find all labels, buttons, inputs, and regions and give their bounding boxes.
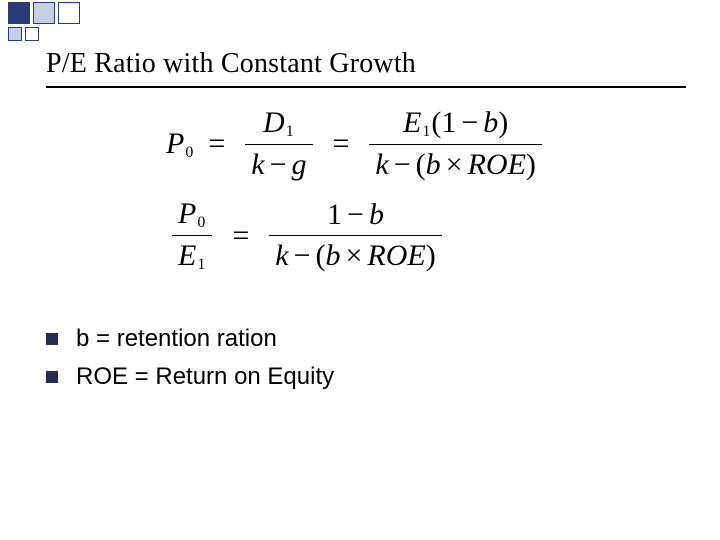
var-P2: P [178,197,196,230]
slide-body: P/E Ratio with Constant Growth P0 = D1 k… [46,48,700,401]
equation-2: P0 E1 = 1−b k−(b×ROE) [166,197,700,275]
var-ROE2: ROE [367,239,425,272]
equals-3: = [224,219,257,253]
equations-block: P0 = D1 k−g = E1(1−b) k−(b×ROE) [166,106,700,275]
eq2-rhs-den: k−(b×ROE) [269,239,442,274]
var-k2: k [375,148,388,181]
var-b3: b [369,198,384,231]
times-op-2: × [341,239,368,272]
var-b: b [483,106,498,139]
var-k: k [251,148,264,181]
paren-r3: ) [426,239,436,272]
bullet-text: b = retention ration [76,325,277,353]
bullet-text: ROE = Return on Equity [76,363,334,391]
minus-op-4: − [342,198,369,231]
eq2-rhs-num: 1−b [321,198,390,233]
paren-l3: ( [316,239,326,272]
sub-0b: 0 [196,214,206,231]
eq1-frac2-den: k−(b×ROE) [369,148,542,183]
eq1-frac1-den: k−g [245,148,312,183]
equals-1: = [200,127,233,161]
equals-2: = [325,127,358,161]
minus-op-2: − [456,106,483,139]
deco-square [8,27,22,41]
var-E2: E [178,239,196,272]
sub-0: 0 [184,144,194,161]
eq2-lhs-frac: P0 E1 [172,197,212,275]
minus-op: − [265,148,292,181]
eq1-lhs: P0 [166,127,194,162]
var-E: E [403,106,421,139]
equation-1: P0 = D1 k−g = E1(1−b) k−(b×ROE) [166,106,700,183]
minus-op-3: − [389,148,416,181]
var-ROE: ROE [468,148,526,181]
eq1-frac2: E1(1−b) k−(b×ROE) [369,106,542,183]
list-item: b = retention ration [46,325,700,353]
sub-1b: 1 [421,123,431,140]
eq1-frac2-num: E1(1−b) [397,106,514,141]
title-rule [46,86,686,88]
deco-square [33,2,55,24]
eq2-lhs-den: E1 [172,239,212,274]
paren-r: ) [498,106,508,139]
fraction-bar [369,144,542,145]
paren-r2: ) [526,148,536,181]
paren-l: ( [431,106,441,139]
deco-square [25,27,39,41]
fraction-bar [172,235,212,236]
eq2-lhs-num: P0 [172,197,212,232]
corner-decoration [0,0,120,42]
var-b4: b [326,239,341,272]
fraction-bar [245,144,312,145]
bullet-marker-icon [46,371,58,383]
one: 1 [441,106,456,139]
fraction-bar [269,235,442,236]
times-op: × [441,148,468,181]
sub-1: 1 [285,123,295,140]
eq1-frac1-num: D1 [257,106,301,141]
var-D: D [263,106,285,139]
bullet-marker-icon [46,333,58,345]
slide-title: P/E Ratio with Constant Growth [46,48,700,80]
eq2-rhs-frac: 1−b k−(b×ROE) [269,198,442,274]
deco-square [58,2,80,24]
bullet-list: b = retention ration ROE = Return on Equ… [46,325,700,391]
var-b2: b [426,148,441,181]
minus-op-5: − [289,239,316,272]
eq1-frac1: D1 k−g [245,106,312,183]
one-b: 1 [327,198,342,231]
var-g: g [292,148,307,181]
deco-square [8,2,30,24]
list-item: ROE = Return on Equity [46,363,700,391]
sub-1c: 1 [196,256,206,273]
var-P: P [166,127,184,160]
var-k3: k [275,239,288,272]
paren-l2: ( [416,148,426,181]
